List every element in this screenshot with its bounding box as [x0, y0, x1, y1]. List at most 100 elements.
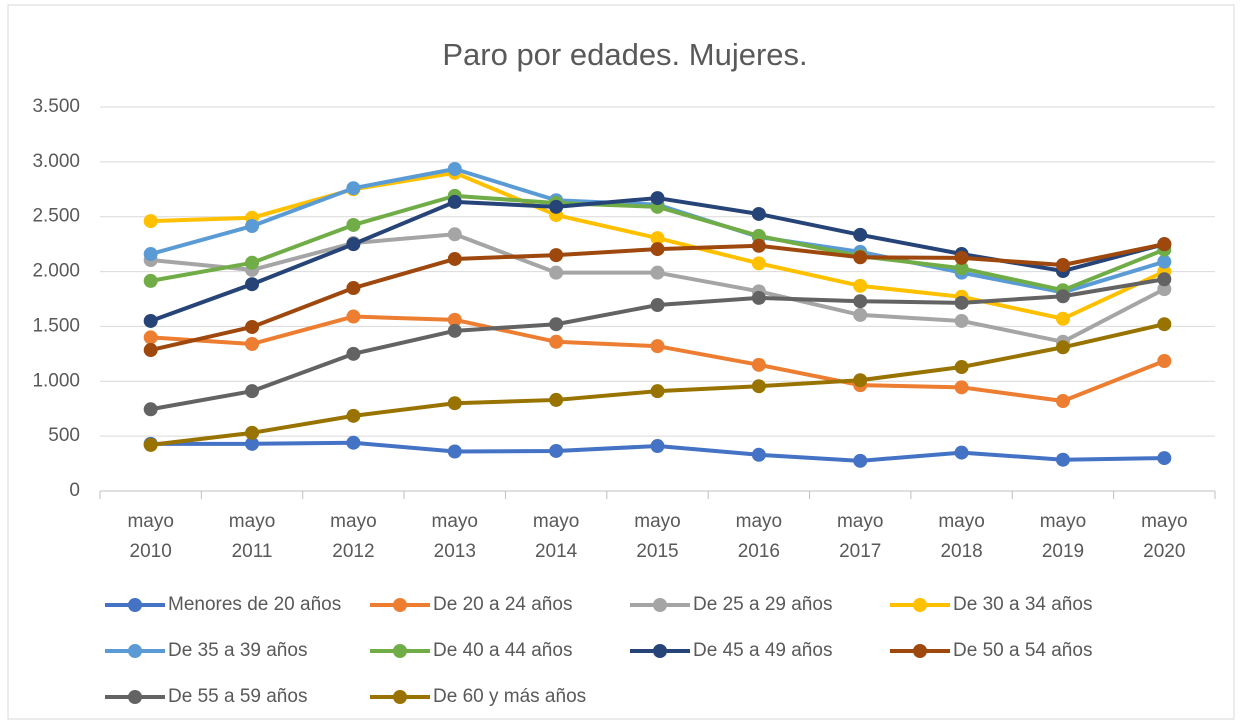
- data-point: [751, 357, 766, 372]
- data-point: [549, 199, 564, 214]
- x-tick-label: mayo 2019: [1039, 511, 1087, 562]
- data-point: [245, 425, 260, 440]
- data-point: [954, 250, 969, 265]
- data-point: [143, 343, 158, 358]
- data-point: [650, 265, 665, 280]
- data-point: [143, 402, 158, 417]
- data-point: [954, 445, 969, 460]
- data-point: [751, 206, 766, 221]
- x-tick-label: mayo 2011: [228, 511, 276, 562]
- data-point: [143, 214, 158, 229]
- data-point: [954, 261, 969, 276]
- data-point: [650, 339, 665, 354]
- data-point: [1055, 311, 1070, 326]
- data-point: [751, 228, 766, 243]
- data-point: [346, 346, 361, 361]
- legend-label: De 20 a 24 años: [433, 594, 572, 615]
- x-tick-label: mayo 2012: [330, 511, 377, 562]
- data-point: [346, 408, 361, 423]
- data-point: [245, 436, 260, 451]
- data-point: [650, 191, 665, 206]
- legend-marker: [393, 598, 407, 612]
- x-tick-label: mayo 2018: [938, 511, 985, 562]
- data-point: [549, 248, 564, 263]
- legend-marker: [128, 598, 142, 612]
- data-point: [853, 453, 868, 468]
- data-point: [853, 227, 868, 242]
- data-point: [447, 312, 462, 327]
- legend-label: De 25 a 29 años: [693, 594, 832, 615]
- data-point: [447, 251, 462, 266]
- data-point: [346, 435, 361, 450]
- x-tick-label: mayo 2013: [431, 511, 478, 562]
- data-point: [1055, 289, 1070, 304]
- y-tick-label: 3.500: [32, 96, 80, 117]
- x-tick-label: mayo 2017: [836, 511, 884, 562]
- chart-frame: [7, 4, 1235, 720]
- data-point: [549, 265, 564, 280]
- data-point: [1157, 254, 1172, 269]
- data-point: [954, 360, 969, 375]
- x-tick-label: mayo 2015: [634, 511, 681, 562]
- legend-label: De 60 y más años: [433, 686, 586, 707]
- y-tick-label: 2.500: [32, 206, 80, 227]
- data-point: [346, 309, 361, 324]
- legend-marker: [653, 598, 667, 612]
- data-point: [143, 247, 158, 262]
- data-point: [346, 237, 361, 252]
- data-point: [853, 278, 868, 293]
- legend-marker: [128, 644, 142, 658]
- y-tick-label: 0: [69, 480, 80, 501]
- y-tick-label: 1.000: [32, 370, 80, 391]
- data-point: [143, 330, 158, 345]
- data-point: [954, 380, 969, 395]
- data-point: [447, 396, 462, 411]
- data-point: [751, 238, 766, 253]
- data-point: [1055, 340, 1070, 355]
- legend-marker: [653, 644, 667, 658]
- data-point: [549, 392, 564, 407]
- data-point: [447, 227, 462, 242]
- data-point: [650, 298, 665, 313]
- data-point: [650, 242, 665, 257]
- data-point: [143, 313, 158, 328]
- data-point: [346, 217, 361, 232]
- data-point: [1157, 237, 1172, 252]
- y-tick-label: 1.500: [32, 315, 80, 336]
- data-point: [853, 373, 868, 388]
- y-tick-label: 2.000: [32, 261, 80, 282]
- data-point: [549, 443, 564, 458]
- data-point: [143, 437, 158, 452]
- y-tick-label: 500: [48, 425, 80, 446]
- x-tick-label: mayo 2014: [532, 511, 580, 562]
- data-point: [549, 334, 564, 349]
- x-tick-label: mayo 2010: [127, 511, 174, 562]
- data-point: [751, 256, 766, 271]
- legend-label: De 35 a 39 años: [168, 640, 307, 661]
- y-tick-label: 3.000: [32, 151, 80, 172]
- data-point: [751, 447, 766, 462]
- data-point: [650, 231, 665, 246]
- chart-title: Paro por edades. Mujeres.: [442, 37, 807, 72]
- data-point: [1055, 257, 1070, 272]
- legend-label: De 30 a 34 años: [953, 594, 1092, 615]
- legend-marker: [913, 598, 927, 612]
- data-point: [650, 384, 665, 399]
- legend-label: De 50 a 54 años: [953, 640, 1092, 661]
- data-point: [1157, 272, 1172, 287]
- data-point: [954, 295, 969, 310]
- data-point: [853, 250, 868, 265]
- data-point: [447, 194, 462, 209]
- data-point: [1157, 282, 1172, 297]
- legend-marker: [128, 690, 142, 704]
- data-point: [1157, 353, 1172, 368]
- data-point: [346, 181, 361, 196]
- data-point: [447, 444, 462, 459]
- data-point: [245, 336, 260, 351]
- legend-marker: [393, 690, 407, 704]
- data-point: [1055, 452, 1070, 467]
- legend-label: De 40 a 44 años: [433, 640, 572, 661]
- data-point: [447, 161, 462, 176]
